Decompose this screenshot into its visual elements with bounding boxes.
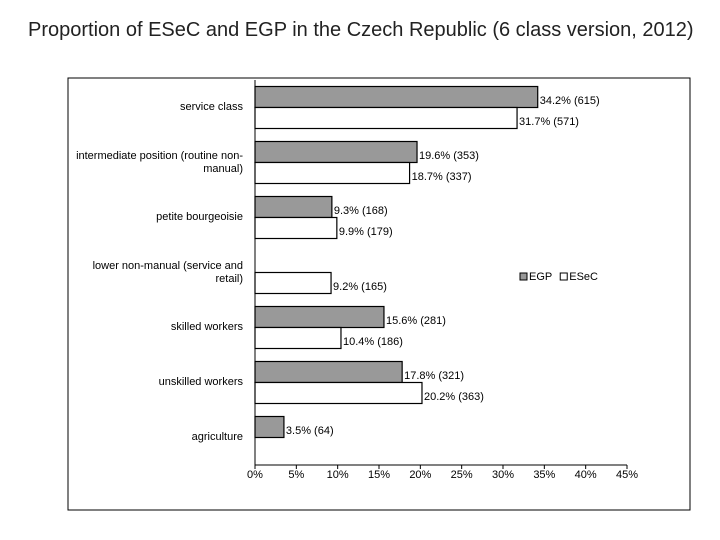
bar — [254, 326, 342, 350]
y-tick-label: skilled workers — [170, 321, 243, 333]
data-label: 17.8% (321) — [404, 370, 464, 382]
data-label: 19.6% (353) — [419, 150, 479, 162]
data-label: 9.2% (165) — [333, 281, 387, 293]
data-label: 20.2% (363) — [424, 391, 484, 403]
y-tick-label: lower non-manual (service and retail) — [92, 259, 243, 285]
bar — [254, 305, 385, 329]
data-label: 15.6% (281) — [386, 315, 446, 327]
bar — [254, 415, 285, 439]
data-label: 31.7% (571) — [519, 116, 579, 128]
x-tick-label: 0% — [247, 469, 263, 481]
x-tick-label: 15% — [368, 469, 390, 481]
data-label: 3.5% (64) — [286, 425, 334, 437]
data-label: 9.3% (168) — [334, 205, 388, 217]
y-tick-label: unskilled workers — [158, 376, 243, 388]
x-tick-label: 40% — [575, 469, 597, 481]
bar — [254, 161, 411, 185]
bar — [254, 360, 403, 384]
x-tick-label: 45% — [616, 469, 638, 481]
bar — [254, 195, 333, 219]
x-tick-label: 5% — [288, 469, 304, 481]
y-tick-label: petite bourgeoisie — [156, 211, 243, 223]
bar — [254, 140, 418, 164]
bar — [254, 271, 332, 295]
legend-swatch — [559, 272, 568, 281]
y-tick-label: service class — [180, 101, 243, 113]
bar — [254, 106, 518, 130]
bar — [254, 85, 539, 109]
y-tick-label: intermediate position (routine non-manua… — [76, 149, 243, 175]
data-label: 10.4% (186) — [343, 336, 403, 348]
x-tick-label: 20% — [409, 469, 431, 481]
bar — [254, 381, 423, 405]
y-tick-label: agriculture — [191, 431, 243, 443]
legend-swatch — [519, 272, 528, 281]
legend-label: ESeC — [569, 271, 598, 283]
x-tick-label: 30% — [492, 469, 514, 481]
data-label: 18.7% (337) — [412, 171, 472, 183]
x-tick-label: 10% — [327, 469, 349, 481]
data-label: 9.9% (179) — [339, 226, 393, 238]
x-tick-label: 25% — [451, 469, 473, 481]
legend-label: EGP — [529, 271, 552, 283]
plot-frame — [67, 77, 691, 511]
x-tick-label: 35% — [533, 469, 555, 481]
chart-title: Proportion of ESeC and EGP in the Czech … — [28, 19, 694, 41]
data-label: 34.2% (615) — [540, 95, 600, 107]
bar — [254, 216, 338, 240]
